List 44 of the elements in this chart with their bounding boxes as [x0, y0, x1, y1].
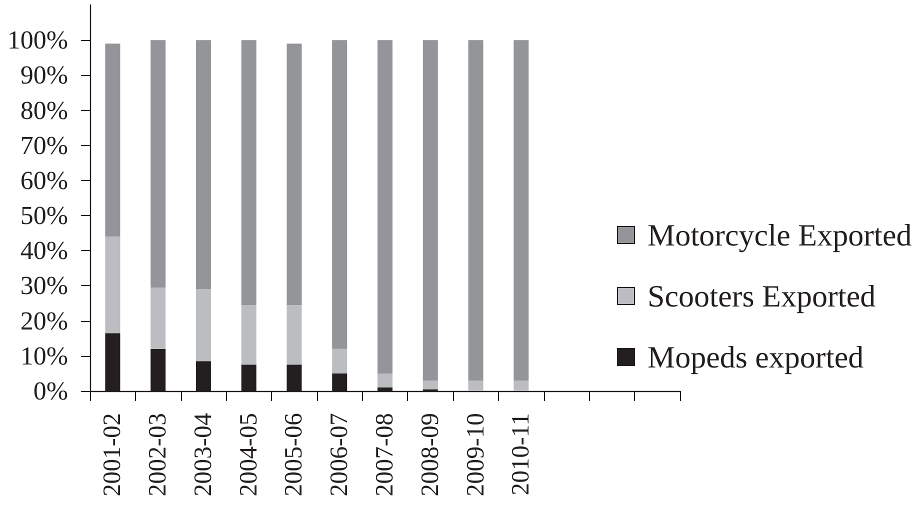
x-tick-label: 2001-02 [99, 413, 126, 496]
legend-label: Mopeds exported [648, 340, 864, 374]
bar [378, 373, 392, 388]
x-tick-label: 2009-10 [462, 413, 490, 496]
y-tick-label: 100% [7, 26, 68, 55]
legend-label: Motorcycle Exported [648, 218, 912, 252]
bar [105, 44, 120, 237]
bar [150, 40, 166, 288]
bar [241, 40, 256, 306]
x-tick-label: 2006-07 [326, 413, 354, 496]
x-tick-label: 2007-08 [372, 413, 398, 496]
x-tick-label: 2010-11 [508, 413, 535, 496]
y-tick-label: 70% [20, 130, 68, 160]
bar [514, 40, 529, 380]
bar [150, 287, 166, 349]
y-tick-label: 60% [20, 166, 68, 195]
x-tick-label: 2008-09 [416, 413, 444, 496]
bar [105, 236, 120, 334]
bar [422, 380, 438, 390]
y-tick-label: 20% [20, 306, 68, 336]
y-tick-label: 40% [20, 236, 68, 266]
bar [378, 40, 392, 374]
y-tick-label: 0% [33, 376, 68, 406]
bar [332, 348, 348, 374]
y-tick-label: 80% [20, 96, 68, 125]
x-tick-label: 2004-05 [235, 413, 262, 496]
legend-label: Scooters Exported [648, 278, 876, 314]
x-tick-label: 2005-06 [280, 413, 308, 496]
bar [422, 40, 438, 380]
bar [241, 305, 256, 365]
bar [286, 44, 302, 306]
x-tick-label: 2002-03 [144, 413, 172, 496]
bar [468, 40, 484, 380]
x-tick-label: 2003-04 [190, 412, 217, 496]
y-tick-label: 90% [20, 60, 68, 90]
bar [514, 380, 529, 391]
bar [332, 40, 348, 349]
y-tick-label: 10% [20, 341, 68, 370]
bar [196, 289, 211, 362]
bar [286, 305, 302, 365]
bar [196, 40, 211, 290]
y-tick-label: 50% [20, 201, 68, 230]
bar [468, 380, 484, 391]
y-tick-label: 30% [20, 271, 68, 300]
